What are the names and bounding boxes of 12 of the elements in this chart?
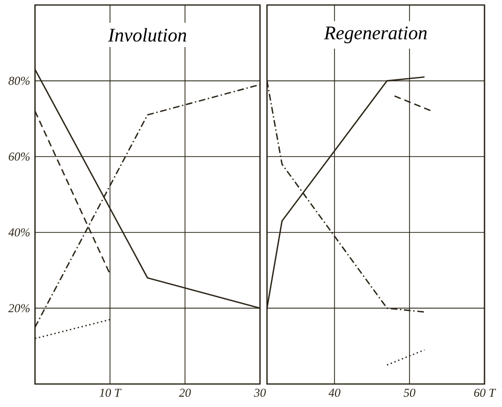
x-tick-label: 20: [179, 388, 191, 397]
text: Involution: [108, 28, 186, 42]
text: Regeneration: [324, 26, 427, 44]
x-tick-label: 30: [254, 388, 266, 397]
x-tick-label: 10 T: [100, 388, 122, 397]
y-tick-label: 40%: [8, 228, 30, 236]
x-tick-label: 40: [328, 388, 340, 397]
x-tick-label: 50: [404, 388, 416, 397]
y-tick-label: 80%: [8, 76, 30, 85]
y-tick-label: 20%: [8, 304, 30, 312]
y-tick-label: 60%: [8, 152, 30, 161]
x-tick-label: 60 T: [474, 388, 496, 397]
